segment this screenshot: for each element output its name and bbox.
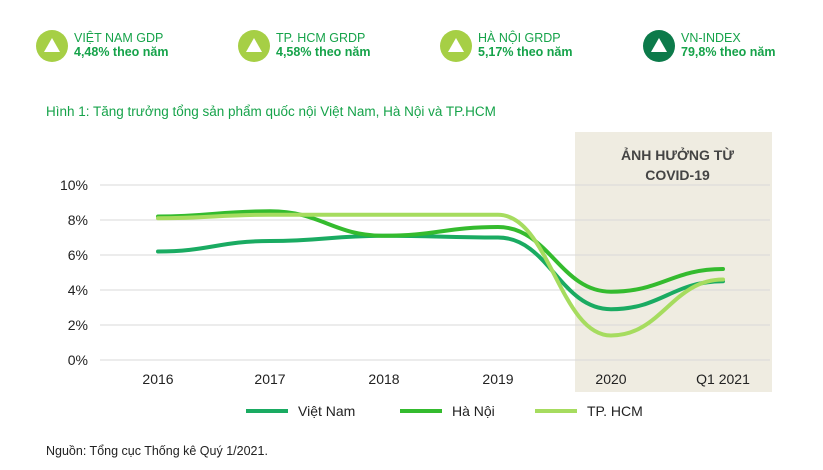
triangle-up-icon (36, 30, 68, 62)
x-tick-label: 2018 (368, 371, 399, 387)
kpi-value: 79,8% theo năm (681, 45, 776, 59)
kpi-value: 4,48% theo năm (74, 45, 169, 59)
kpi-label: TP. HCM GRDP (276, 31, 366, 45)
y-tick-label: 2% (68, 317, 88, 333)
covid-region (575, 132, 772, 392)
kpi-label: HÀ NỘI GRDP (478, 31, 561, 45)
source-note: Nguồn: Tổng cục Thống kê Quý 1/2021. (46, 444, 268, 458)
x-tick-label: Q1 2021 (696, 371, 750, 387)
y-tick-label: 4% (68, 282, 88, 298)
series-line-2 (156, 212, 725, 338)
x-tick-label: 2017 (254, 371, 285, 387)
x-tick-label: 2019 (482, 371, 513, 387)
y-tick-label: 6% (68, 247, 88, 263)
y-tick-label: 0% (68, 352, 88, 368)
triangle-up-icon (238, 30, 270, 62)
y-tick-label: 8% (68, 212, 88, 228)
kpi-value: 4,58% theo năm (276, 45, 371, 59)
series-line-1 (156, 209, 725, 294)
kpi-label: VN-INDEX (681, 31, 741, 45)
triangle-up-icon (440, 30, 472, 62)
triangle-up-icon (643, 30, 675, 62)
series-line-0 (156, 233, 725, 312)
covid-annotation: COVID-19 (645, 167, 710, 183)
covid-annotation: ẢNH HƯỞNG TỪ (621, 146, 734, 163)
legend-label: TP. HCM (587, 403, 643, 419)
x-tick-label: 2020 (595, 371, 626, 387)
x-tick-label: 2016 (142, 371, 173, 387)
figure-title: Hình 1: Tăng trưởng tổng sản phẩm quốc n… (46, 104, 496, 119)
legend-label: Hà Nội (452, 403, 495, 419)
legend-label: Việt Nam (298, 403, 355, 419)
y-tick-label: 10% (60, 177, 88, 193)
kpi-value: 5,17% theo năm (478, 45, 573, 59)
kpi-label: VIỆT NAM GDP (74, 31, 164, 45)
